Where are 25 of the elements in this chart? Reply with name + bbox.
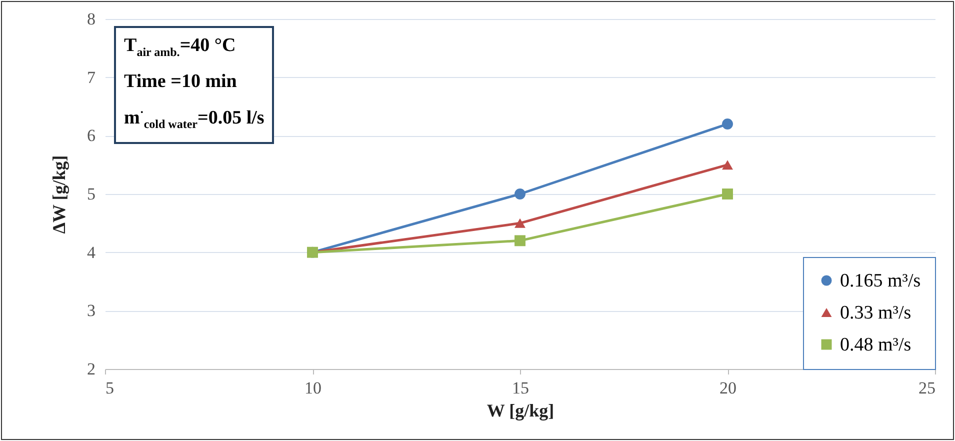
y-tick-label: 4 (87, 242, 96, 262)
legend-label: 0.33 m³/s (840, 302, 912, 324)
annotation: m$^{·}$$_{cold water}$=0.05 l/s (124, 104, 264, 133)
legend-label: 0.48 m³/s (840, 334, 912, 356)
x-tick-label: 5 (106, 378, 114, 398)
x-tick-label: 10 (304, 378, 322, 398)
x-tick-label: 20 (720, 378, 736, 398)
x-tick-label: 25 (918, 378, 936, 398)
legend-label: 0.165 m³/s (840, 270, 921, 292)
y-tick-label: 8 (87, 10, 96, 28)
y-tick-label: 5 (87, 184, 96, 204)
y-tick-label: 6 (87, 126, 96, 146)
annotation: T$_{air amb.}$=40 °C (124, 34, 237, 61)
y-axis-title: ΔW [g/kg] (49, 155, 69, 234)
y-tick-label: 7 (87, 68, 96, 87)
point (514, 235, 526, 246)
x-axis-title: W [g/kg] (486, 400, 554, 420)
y-tick-label: 2 (87, 360, 96, 378)
annotation: Time =10 min (124, 70, 238, 94)
point (722, 118, 733, 130)
point (722, 188, 733, 200)
point (514, 188, 526, 200)
y-tick-label: 3 (87, 301, 96, 320)
x-tick-label: 15 (512, 378, 529, 398)
note-box: T$_{air amb.}$=40 °C Time =10 min m$^{·}$$_{cold water}$=0.05 l/s (114, 26, 274, 144)
